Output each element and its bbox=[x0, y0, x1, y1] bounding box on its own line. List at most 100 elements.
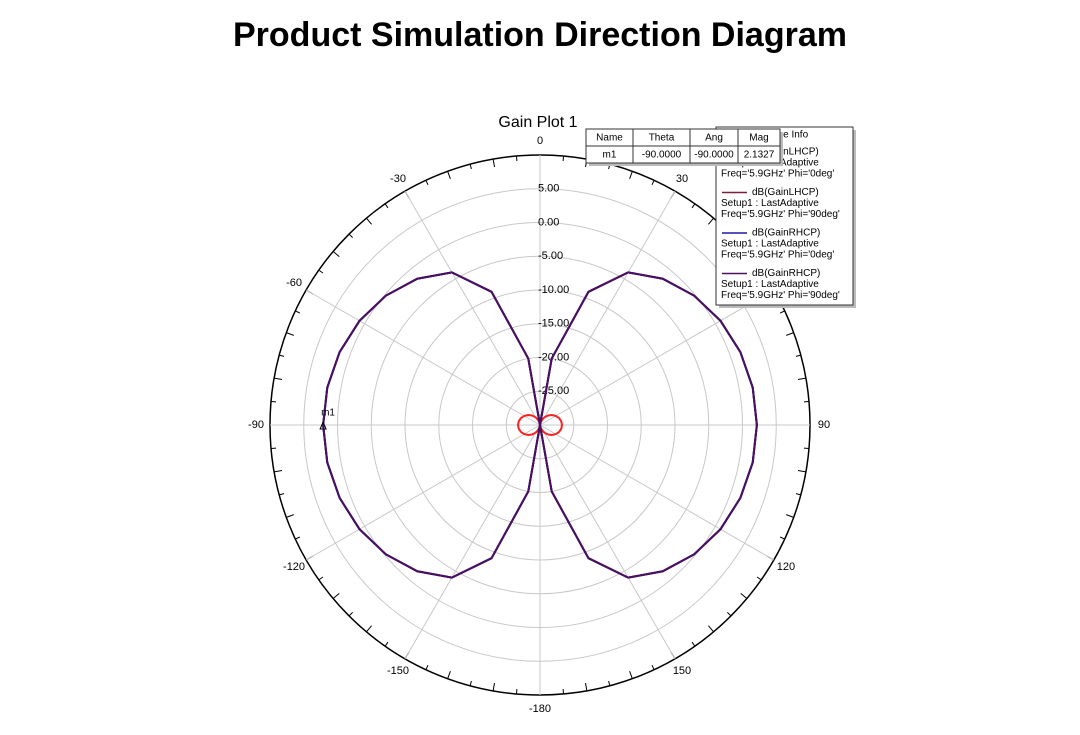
minor-tick bbox=[274, 377, 283, 380]
minor-tick bbox=[295, 536, 301, 540]
table-cell: m1 bbox=[603, 150, 617, 161]
table-header: Ang bbox=[705, 133, 723, 144]
theta-tick-label: 30 bbox=[676, 173, 688, 185]
minor-tick bbox=[332, 251, 340, 257]
grid-spoke bbox=[305, 289, 541, 426]
minor-tick bbox=[629, 671, 633, 679]
minor-tick bbox=[585, 682, 588, 691]
grid-spoke bbox=[539, 289, 775, 426]
legend-name: dB(GainLHCP) bbox=[752, 187, 819, 198]
legend-title: Curve Info bbox=[762, 130, 809, 141]
legend-variation: Freq='5.9GHz' Phi='0deg' bbox=[721, 169, 834, 180]
theta-tick-label: -60 bbox=[286, 277, 302, 289]
minor-tick bbox=[295, 310, 301, 314]
minor-tick bbox=[795, 493, 801, 496]
minor-tick bbox=[797, 470, 806, 473]
theta-tick-label: 90 bbox=[818, 419, 830, 431]
minor-tick bbox=[651, 180, 655, 186]
r-tick-label: 0.00 bbox=[538, 216, 559, 228]
theta-tick-label: -90 bbox=[248, 419, 264, 431]
legend-setup: Setup1 : LastAdaptive bbox=[721, 198, 819, 209]
minor-tick bbox=[756, 576, 762, 581]
grid-spoke bbox=[404, 190, 541, 426]
minor-tick bbox=[279, 493, 285, 496]
minor-tick bbox=[779, 310, 785, 314]
marker bbox=[319, 420, 327, 430]
minor-tick bbox=[492, 682, 495, 691]
table-header: Theta bbox=[649, 133, 675, 144]
grid-spoke bbox=[539, 190, 676, 426]
minor-tick bbox=[795, 354, 801, 357]
minor-tick bbox=[708, 625, 714, 633]
grid-spoke bbox=[539, 424, 775, 561]
legend-variation: Freq='5.9GHz' Phi='0deg' bbox=[721, 250, 834, 261]
minor-tick bbox=[366, 217, 372, 225]
marker-label: m1 bbox=[321, 408, 335, 419]
theta-tick-label: 150 bbox=[673, 665, 691, 677]
minor-tick bbox=[447, 171, 451, 179]
legend-variation: Freq='5.9GHz' Phi='90deg' bbox=[721, 209, 840, 220]
legend-variation: Freq='5.9GHz' Phi='90deg' bbox=[721, 290, 840, 301]
minor-tick bbox=[425, 664, 429, 670]
theta-tick-label: -30 bbox=[390, 173, 406, 185]
minor-tick bbox=[286, 514, 294, 518]
minor-tick bbox=[348, 612, 353, 617]
grid-spoke bbox=[404, 424, 541, 660]
r-tick-label: -10.00 bbox=[538, 284, 569, 296]
minor-tick bbox=[629, 171, 633, 179]
minor-tick bbox=[286, 332, 294, 336]
theta-tick-label: -150 bbox=[387, 665, 409, 677]
chart-title: Product Simulation Direction Diagram bbox=[233, 16, 847, 54]
minor-tick bbox=[779, 536, 785, 540]
minor-tick bbox=[608, 680, 611, 686]
table-cell: -90.0000 bbox=[642, 150, 682, 161]
theta-tick-label: 0 bbox=[537, 135, 543, 147]
legend-setup: Setup1 : LastAdaptive bbox=[721, 279, 819, 290]
curves: m1 bbox=[319, 271, 758, 579]
legend-name: dB(GainRHCP) bbox=[752, 268, 820, 279]
minor-tick bbox=[691, 203, 696, 209]
minor-tick bbox=[274, 470, 283, 473]
minor-tick bbox=[469, 164, 472, 170]
minor-tick bbox=[384, 203, 389, 209]
grid: 0306090120150-180-150-120-90-60-305.000.… bbox=[248, 135, 830, 715]
minor-tick bbox=[786, 332, 794, 336]
minor-tick bbox=[797, 377, 806, 380]
r-tick-label: 5.00 bbox=[538, 183, 559, 195]
legend-setup: Setup1 : LastAdaptive bbox=[721, 239, 819, 250]
minor-tick bbox=[740, 593, 748, 599]
table-cell: 2.1327 bbox=[744, 150, 775, 161]
minor-tick bbox=[447, 671, 451, 679]
r-tick-label: -20.00 bbox=[538, 351, 569, 363]
legend: Curve Info dB(GainLHCP)Setup1 : LastAdap… bbox=[715, 126, 856, 308]
minor-tick bbox=[708, 217, 714, 225]
minor-tick bbox=[366, 625, 372, 633]
minor-tick bbox=[786, 514, 794, 518]
minor-tick bbox=[279, 354, 285, 357]
legend-name: dB(GainLHCP) bbox=[752, 147, 819, 158]
series-line bbox=[322, 271, 758, 579]
theta-tick-label: 120 bbox=[777, 561, 795, 573]
minor-tick bbox=[425, 180, 429, 186]
legend-name: dB(GainRHCP) bbox=[752, 228, 820, 239]
minor-tick bbox=[727, 612, 732, 617]
minor-tick bbox=[492, 159, 495, 168]
grid-spoke bbox=[305, 424, 541, 561]
r-tick-label: -15.00 bbox=[538, 318, 569, 330]
r-tick-label: -25.00 bbox=[538, 385, 569, 397]
theta-tick-label: -120 bbox=[283, 561, 305, 573]
minor-tick bbox=[691, 641, 696, 647]
table-header: Name bbox=[596, 133, 623, 144]
marker-table: Name Theta Ang Mag m1 -90.0000 -90.0000 2.1327 bbox=[585, 128, 783, 166]
theta-tick-label: -180 bbox=[529, 703, 551, 715]
table-cell: -90.0000 bbox=[694, 150, 734, 161]
minor-tick bbox=[318, 576, 324, 581]
r-tick-label: -5.00 bbox=[538, 250, 563, 262]
minor-tick bbox=[318, 269, 324, 274]
minor-tick bbox=[469, 680, 472, 686]
minor-tick bbox=[651, 664, 655, 670]
table-header: Mag bbox=[749, 133, 768, 144]
minor-tick bbox=[384, 641, 389, 647]
minor-tick bbox=[348, 233, 353, 238]
